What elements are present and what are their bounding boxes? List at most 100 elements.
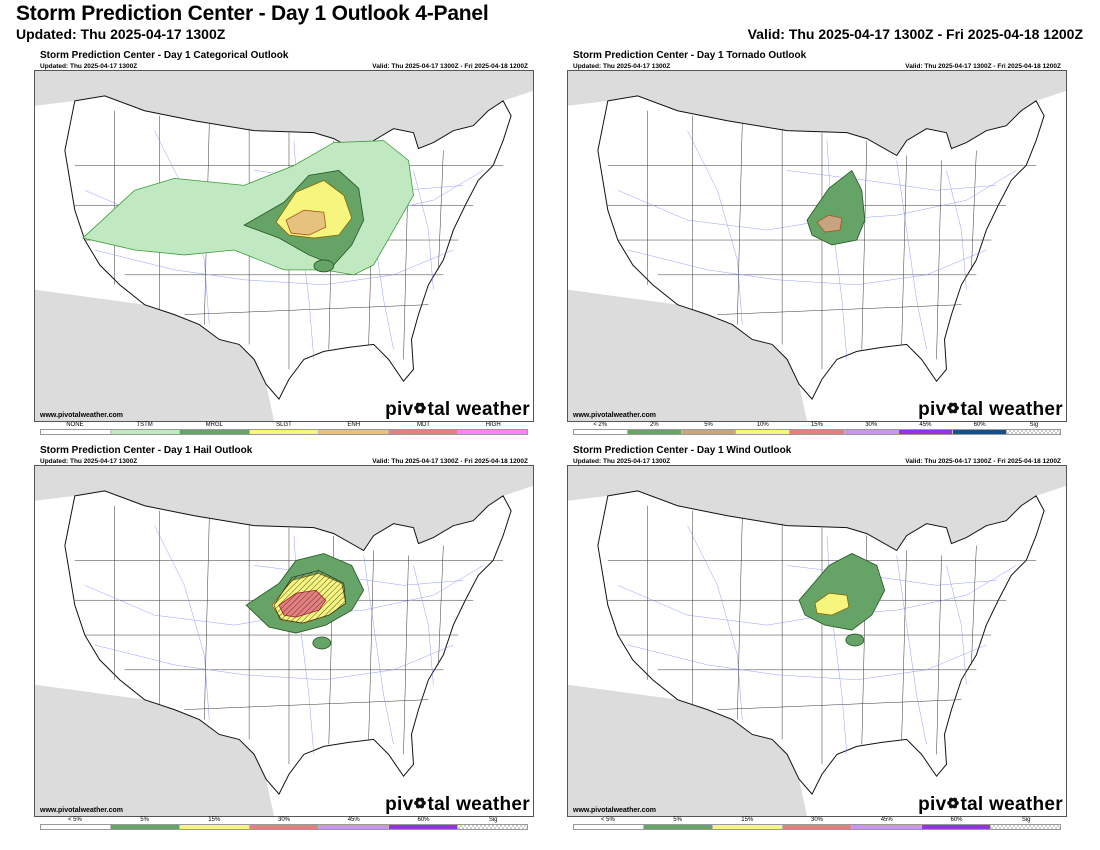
legend-label: 15%	[208, 817, 221, 823]
legend-swatch	[628, 430, 683, 434]
legend-swatch	[844, 430, 899, 434]
wind-outlook-panel: Storm Prediction Center - Day 1 Wind Out…	[567, 445, 1067, 830]
legend-swatch	[713, 825, 783, 829]
legend: < 5% 5% 15% 30% 45% 60% Sig	[40, 817, 528, 830]
panel-valid: Valid: Thu 2025-04-17 1300Z - Fri 2025-0…	[372, 63, 528, 70]
legend-swatch	[388, 825, 459, 829]
legend-label: < 5%	[67, 817, 82, 823]
valid-time: Valid: Thu 2025-04-17 1300Z - Fri 2025-0…	[747, 26, 1083, 42]
legend-label: 45%	[347, 817, 360, 823]
legend-swatch	[110, 430, 181, 434]
categorical-outlook-panel: Storm Prediction Center - Day 1 Categori…	[34, 50, 534, 435]
legend-swatch	[790, 430, 845, 434]
legend-swatch	[180, 430, 250, 434]
outlook-map: www.pivotalweather.com piv tal weather	[567, 70, 1067, 422]
panel-valid: Valid: Thu 2025-04-17 1300Z - Fri 2025-0…	[905, 458, 1061, 465]
legend-label: 15%	[741, 817, 754, 823]
panel-valid: Valid: Thu 2025-04-17 1300Z - Fri 2025-0…	[372, 458, 528, 465]
panel-title: Storm Prediction Center - Day 1 Categori…	[40, 50, 289, 61]
legend-label: ENH	[347, 422, 361, 428]
panel-valid: Valid: Thu 2025-04-17 1300Z - Fri 2025-0…	[905, 63, 1061, 70]
legend-label: < 5%	[600, 817, 615, 823]
pivotal-weather-logo: piv tal weather	[918, 399, 1063, 421]
panel-updated: Updated: Thu 2025-04-17 1300Z	[573, 63, 671, 70]
legend-swatch	[952, 430, 1007, 434]
legend-swatch	[643, 825, 714, 829]
legend-swatch	[180, 825, 250, 829]
legend-swatch	[991, 825, 1061, 829]
legend-label: MRGL	[205, 422, 223, 428]
panel-updated: Updated: Thu 2025-04-17 1300Z	[40, 458, 138, 465]
panel-title: Storm Prediction Center - Day 1 Tornado …	[573, 50, 807, 61]
legend: < 2% 2% 5% 10% 15% 30% 45% 60% Sig	[573, 422, 1061, 435]
updated-time: Updated: Thu 2025-04-17 1300Z	[16, 26, 226, 42]
legend-label: 5%	[140, 817, 149, 823]
outlook-map: www.pivotalweather.com piv tal weather	[34, 70, 534, 422]
legend-swatch	[249, 825, 320, 829]
legend-swatch	[782, 825, 853, 829]
panel-updated: Updated: Thu 2025-04-17 1300Z	[573, 458, 671, 465]
legend-label: HIGH	[485, 422, 501, 428]
legend-label: 45%	[880, 817, 893, 823]
legend-label: MDT	[416, 422, 430, 428]
legend-swatch	[1006, 430, 1060, 434]
legend: NONE TSTM MRGL SLGT ENH MDT HIGH	[40, 422, 528, 435]
legend-label: Sig	[1021, 817, 1031, 823]
legend-label: TSTM	[136, 422, 153, 428]
legend-swatch	[319, 430, 389, 434]
legend-label: 45%	[919, 422, 932, 428]
legend-label: 60%	[417, 817, 430, 823]
pivotal-flower-icon	[414, 797, 427, 809]
brand-text: piv tal weather	[385, 794, 530, 815]
legend-swatch	[319, 825, 389, 829]
legend-swatch	[110, 825, 181, 829]
legend-label: 60%	[950, 817, 963, 823]
legend-label: 2%	[649, 422, 659, 428]
hail-outlook-panel: Storm Prediction Center - Day 1 Hail Out…	[34, 445, 534, 830]
pivotal-flower-icon	[947, 797, 960, 809]
legend-swatch	[852, 825, 922, 829]
pivotal-weather-logo: piv tal weather	[918, 794, 1063, 816]
legend-swatch	[458, 430, 528, 434]
tornado-outlook-panel: Storm Prediction Center - Day 1 Tornado …	[567, 50, 1067, 435]
website-credit: www.pivotalweather.com	[573, 807, 656, 814]
legend-label: 30%	[865, 422, 878, 428]
panel-title: Storm Prediction Center - Day 1 Wind Out…	[573, 445, 792, 456]
outlook-map: www.pivotalweather.com piv tal weather	[567, 465, 1067, 817]
legend-label: Sig	[1029, 422, 1039, 428]
pivotal-weather-logo: piv tal weather	[385, 399, 530, 421]
legend-label: 30%	[811, 817, 824, 823]
legend-label: 5%	[673, 817, 682, 823]
legend-swatch	[574, 825, 644, 829]
website-credit: www.pivotalweather.com	[40, 412, 123, 419]
legend-label: < 2%	[593, 422, 608, 428]
website-credit: www.pivotalweather.com	[40, 807, 123, 814]
pivotal-weather-logo: piv tal weather	[385, 794, 530, 816]
pivotal-flower-icon	[947, 402, 960, 414]
legend-swatch	[574, 430, 629, 434]
outlook-map: www.pivotalweather.com piv tal weather	[34, 465, 534, 817]
legend-swatch	[41, 430, 111, 434]
legend-label: 30%	[278, 817, 291, 823]
panel-updated: Updated: Thu 2025-04-17 1300Z	[40, 63, 138, 70]
legend-swatch	[898, 430, 953, 434]
legend-label: 5%	[704, 422, 713, 428]
legend-label: 10%	[756, 422, 769, 428]
legend-swatch	[921, 825, 992, 829]
brand-text: piv tal weather	[918, 399, 1063, 420]
legend: < 5% 5% 15% 30% 45% 60% Sig	[573, 817, 1061, 830]
legend-swatch	[41, 825, 111, 829]
legend-label: NONE	[66, 422, 84, 428]
legend-swatch	[249, 430, 320, 434]
brand-text: piv tal weather	[385, 399, 530, 420]
page-title: Storm Prediction Center - Day 1 Outlook …	[16, 2, 489, 25]
legend-swatch	[388, 430, 459, 434]
legend-label: 15%	[810, 422, 823, 428]
brand-text: piv tal weather	[918, 794, 1063, 815]
legend-swatch	[682, 430, 737, 434]
legend-label: SLGT	[276, 422, 292, 428]
legend-label: 60%	[973, 422, 986, 428]
panel-title: Storm Prediction Center - Day 1 Hail Out…	[40, 445, 253, 456]
legend-swatch	[458, 825, 528, 829]
legend-swatch	[736, 430, 791, 434]
